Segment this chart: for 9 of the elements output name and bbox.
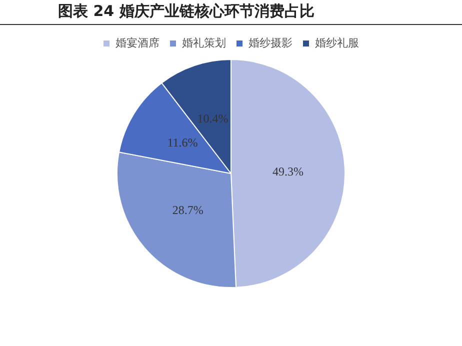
chart-title: 图表 24 婚庆产业链核心环节消费占比 — [58, 1, 314, 22]
legend-label: 婚礼策划 — [182, 36, 226, 50]
data-label: 10.4% — [197, 112, 228, 126]
data-label: 49.3% — [272, 164, 304, 178]
legend-label: 婚纱礼服 — [315, 36, 359, 50]
data-label: 28.7% — [172, 202, 204, 217]
legend-label: 婚纱摄影 — [248, 36, 292, 50]
data-label: 11.6% — [167, 136, 198, 150]
legend-label: 婚宴酒席 — [116, 36, 160, 50]
